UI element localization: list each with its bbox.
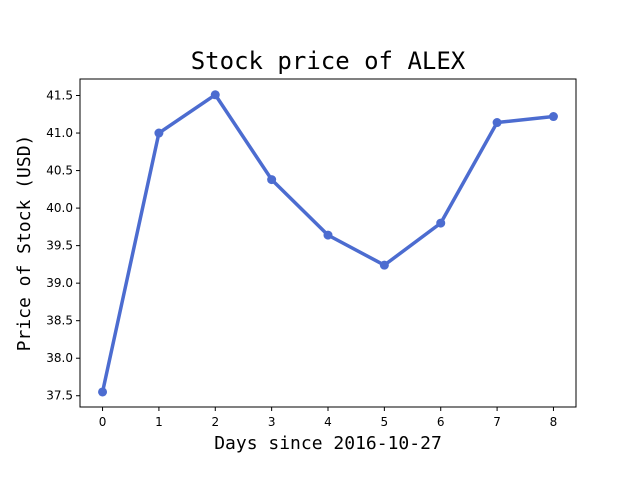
y-axis: 37.5 38.0 38.5 39.0 39.5 40.0 40.5 41.0 41.5 <box>46 89 80 403</box>
x-axis: 0 1 2 3 4 5 6 7 8 <box>99 407 558 429</box>
data-point <box>267 175 277 185</box>
x-tick-label: 4 <box>324 415 332 429</box>
y-tick-label: 37.5 <box>46 389 73 403</box>
x-tick-label: 0 <box>99 415 107 429</box>
data-point <box>548 112 558 122</box>
x-axis-label: Days since 2016-10-27 <box>214 433 442 454</box>
x-tick-label: 7 <box>493 415 501 429</box>
y-tick-label: 39.5 <box>46 239 73 253</box>
y-tick-label: 38.5 <box>46 314 73 328</box>
chart-title: Stock price of ALEX <box>191 47 466 75</box>
data-point <box>323 230 333 240</box>
x-tick-label: 1 <box>155 415 163 429</box>
x-tick-label: 5 <box>381 415 389 429</box>
y-tick-label: 38.0 <box>46 351 73 365</box>
data-point <box>379 260 389 270</box>
y-axis-label: Price of Stock (USD) <box>14 135 35 352</box>
x-tick-label: 2 <box>211 415 219 429</box>
data-point <box>492 118 502 128</box>
y-tick-label: 41.5 <box>46 89 73 103</box>
x-tick-label: 8 <box>550 415 558 429</box>
data-point <box>98 387 108 397</box>
plot-area <box>79 78 577 408</box>
data-point <box>210 90 220 100</box>
x-tick-label: 3 <box>268 415 276 429</box>
y-tick-label: 40.0 <box>46 201 73 215</box>
y-tick-label: 41.0 <box>46 126 73 140</box>
series-layer <box>98 90 558 397</box>
y-tick-label: 39.0 <box>46 276 73 290</box>
data-point <box>154 128 164 138</box>
data-point <box>436 218 446 228</box>
y-tick-label: 40.5 <box>46 164 73 178</box>
x-tick-label: 6 <box>437 415 445 429</box>
